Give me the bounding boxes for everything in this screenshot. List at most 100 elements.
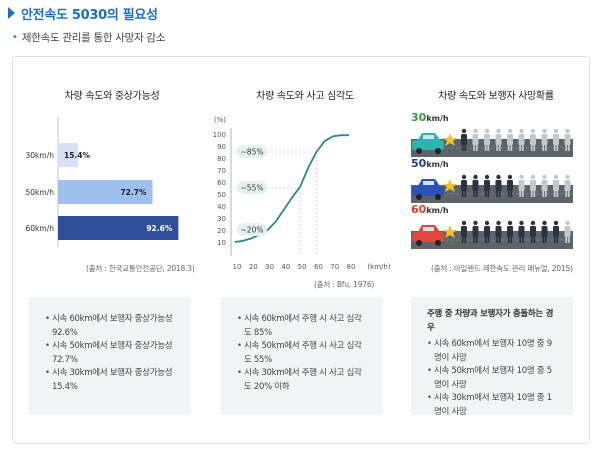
car-icon (412, 140, 444, 150)
speed-unit: km/h (426, 206, 449, 215)
pedestrian-leg (533, 236, 536, 243)
x-tick-label: 80 (347, 263, 356, 271)
car-wheel (416, 240, 422, 246)
car-icon (412, 232, 444, 242)
pedestrian-body (495, 134, 502, 145)
pedestrian-leg (473, 144, 476, 151)
pedestrian-body (530, 180, 536, 191)
pedestrian-body (553, 180, 559, 191)
pedestrian-leg (507, 236, 510, 243)
pedestrian-icon (484, 220, 490, 226)
pedestrian-leg (464, 190, 467, 197)
infographic-panel: 차량 속도와 중상가능성 차량 속도와 사고 심각도 차량 속도와 보행자 사망… (12, 56, 590, 444)
pedestrian-body (518, 134, 525, 145)
note-item: 시속 60km에서 보행자 중상가능성 92.6% (45, 313, 177, 340)
injury-chart-title: 차량 속도와 중상가능성 (64, 91, 160, 102)
pedestrian-leg (544, 190, 547, 197)
pedestrian-icon (530, 220, 536, 226)
bar-value-label: 92.6% (146, 224, 173, 233)
bar-60km/h (58, 216, 179, 240)
pedestrian-leg (565, 144, 568, 151)
bar-category-label: 50km/h (26, 188, 55, 197)
injury-bar-chart: 30km/h 15.4% 50km/h 72.7% 60km/h 92.6% (26, 117, 179, 247)
annotation-pill (237, 181, 267, 194)
pedestrian-icon (461, 128, 467, 134)
pedestrian-leg (553, 236, 556, 243)
pedestrian-icon (530, 128, 536, 134)
severity-line-chart: 10 20 30 40 50 60 70 80 90 100 (%) 10 20 30 40 50 60 70 80… (213, 116, 391, 271)
pedestrian-leg (533, 144, 536, 151)
pedestrian-leg (556, 144, 559, 151)
pedestrian-body (484, 180, 490, 191)
pedestrian-body (553, 226, 559, 237)
pedestrian-icon (507, 128, 513, 134)
y-tick-label: 100 (213, 131, 226, 139)
speed-value: 60 (411, 203, 427, 216)
x-tick-label: 60 (314, 263, 323, 271)
pedestrian-icon (553, 174, 559, 180)
pedestrian-icon (496, 220, 501, 226)
y-tick-label: 50 (217, 191, 226, 199)
severity-notes: 시속 60km에서 주행 시 사고 심각도 85% 시속 50km에서 주행 시… (221, 297, 383, 415)
pedestrian-leg (544, 236, 547, 243)
speed-label: 60km/h (411, 203, 449, 216)
pedestrian-body (495, 226, 502, 237)
pedestrian-icon (484, 174, 490, 180)
pedestrian-leg (484, 144, 487, 151)
car-window (423, 181, 434, 185)
pedestrian-leg (553, 144, 556, 151)
car-window (423, 135, 434, 139)
pedestrian-leg (567, 190, 570, 197)
pedestrian-icon (542, 128, 547, 134)
annotation-label: ~20% (241, 226, 264, 235)
note-item: 시속 50km에서 보행자 10명 중 5명이 사망 (427, 365, 559, 392)
car-wheel (435, 148, 441, 154)
pedestrian-leg (519, 144, 522, 151)
annotation-pill (237, 145, 267, 158)
injury-source: (출처 : 한국교통안전공단, 2018.3) (86, 264, 195, 273)
note-item: 시속 60km에서 보행자 10명 중 9명이 사망 (427, 338, 559, 365)
pedestrian-body (472, 134, 479, 145)
pedestrian-leg (519, 236, 522, 243)
y-tick-label: 70 (217, 167, 226, 175)
pedestrian-body (461, 180, 467, 191)
pedestrian-leg (487, 190, 490, 197)
pedestrian-icon (496, 128, 501, 134)
pedestrian-icon (553, 128, 559, 134)
x-tick-label: 20 (249, 263, 258, 271)
bar-50km/h (58, 180, 153, 204)
car-window (423, 227, 434, 231)
note-item: 시속 50km에서 보행자 중상가능성 72.7% (45, 340, 177, 367)
pedestrian-leg (498, 190, 501, 197)
note-item: 시속 30km에서 보행자 10명 중 1명이 사망 (427, 392, 559, 419)
chevron-right-icon (8, 7, 15, 19)
pedestrian-body (518, 180, 525, 191)
car-wheel (435, 194, 441, 200)
pedestrian-icon (519, 220, 524, 226)
pedestrian-leg (565, 236, 568, 243)
pedestrian-body (518, 226, 525, 237)
pedestrian-icon (542, 174, 547, 180)
speed-unit: km/h (426, 160, 449, 169)
car-wheel (416, 194, 422, 200)
pedestrian-leg (510, 144, 513, 151)
pedestrian-leg (461, 144, 464, 151)
pedestrian-leg (475, 144, 478, 151)
impact-star-icon (443, 133, 457, 146)
y-tick-label: 20 (217, 227, 226, 235)
pedestrian-leg (510, 190, 513, 197)
x-tick-label: 10 (233, 263, 242, 271)
y-unit-label: (%) (214, 116, 226, 124)
pedestrian-leg (521, 144, 524, 151)
pedestrian-body (541, 180, 548, 191)
death-notes: 주행 중 차량과 보행자가 충돌하는 경우 시속 60km에서 보행자 10명 … (411, 297, 573, 417)
y-tick-label: 30 (217, 215, 226, 223)
annotation-pill (237, 223, 267, 236)
pedestrian-death-chart (411, 128, 573, 249)
pedestrian-leg (533, 190, 536, 197)
pedestrian-leg (530, 190, 533, 197)
x-tick-label: 40 (281, 263, 290, 271)
speed-label: 50km/h (411, 157, 449, 170)
pedestrian-icon (496, 174, 501, 180)
pedestrian-body (484, 134, 490, 145)
